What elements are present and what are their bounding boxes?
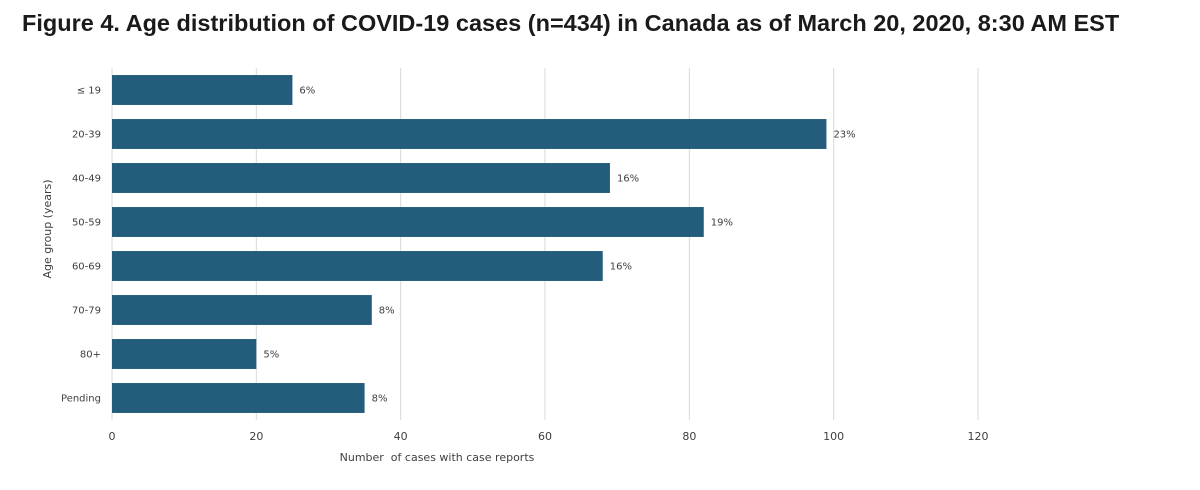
figure-title: Figure 4. Age distribution of COVID-19 c… — [22, 10, 1120, 36]
x-tick-label: 40 — [394, 430, 408, 443]
bar — [112, 251, 603, 281]
bars: 6% 23% 16% 19% 16% 8% 5% 8% — [112, 75, 856, 413]
data-label: 16% — [617, 174, 639, 185]
category-label: ≤ 19 — [77, 86, 101, 97]
category-label: 20-39 — [72, 130, 101, 141]
x-tick-labels: 0 20 40 60 80 100 120 — [109, 430, 989, 443]
data-label: 6% — [299, 86, 315, 97]
x-tick-label: 20 — [249, 430, 263, 443]
category-label: 40-49 — [72, 174, 101, 185]
category-label: 80+ — [80, 350, 101, 361]
bar — [112, 163, 610, 193]
data-label: 8% — [379, 306, 395, 317]
data-label: 8% — [372, 394, 388, 405]
y-axis-title: Age group (years) — [41, 179, 54, 278]
bar — [112, 75, 293, 105]
category-label: 70-79 — [72, 306, 101, 317]
x-tick-label: 0 — [109, 430, 116, 443]
x-axis-title: Number of cases with case reports — [340, 451, 535, 464]
category-label: 50-59 — [72, 218, 101, 229]
data-label: 23% — [833, 130, 855, 141]
category-labels: ≤ 19 20-39 40-49 50-59 60-69 70-79 80+ Pending — [61, 86, 101, 405]
data-label: 19% — [711, 218, 733, 229]
category-label: Pending — [61, 394, 101, 405]
bar — [112, 295, 372, 325]
bar — [112, 207, 704, 237]
x-tick-label: 80 — [682, 430, 696, 443]
x-tick-label: 100 — [823, 430, 844, 443]
data-label: 16% — [610, 262, 632, 273]
bar — [112, 339, 257, 369]
category-label: 60-69 — [72, 262, 101, 273]
data-label: 5% — [263, 350, 279, 361]
x-tick-label: 60 — [538, 430, 552, 443]
bar — [112, 119, 827, 149]
x-tick-label: 120 — [968, 430, 989, 443]
bar — [112, 383, 365, 413]
